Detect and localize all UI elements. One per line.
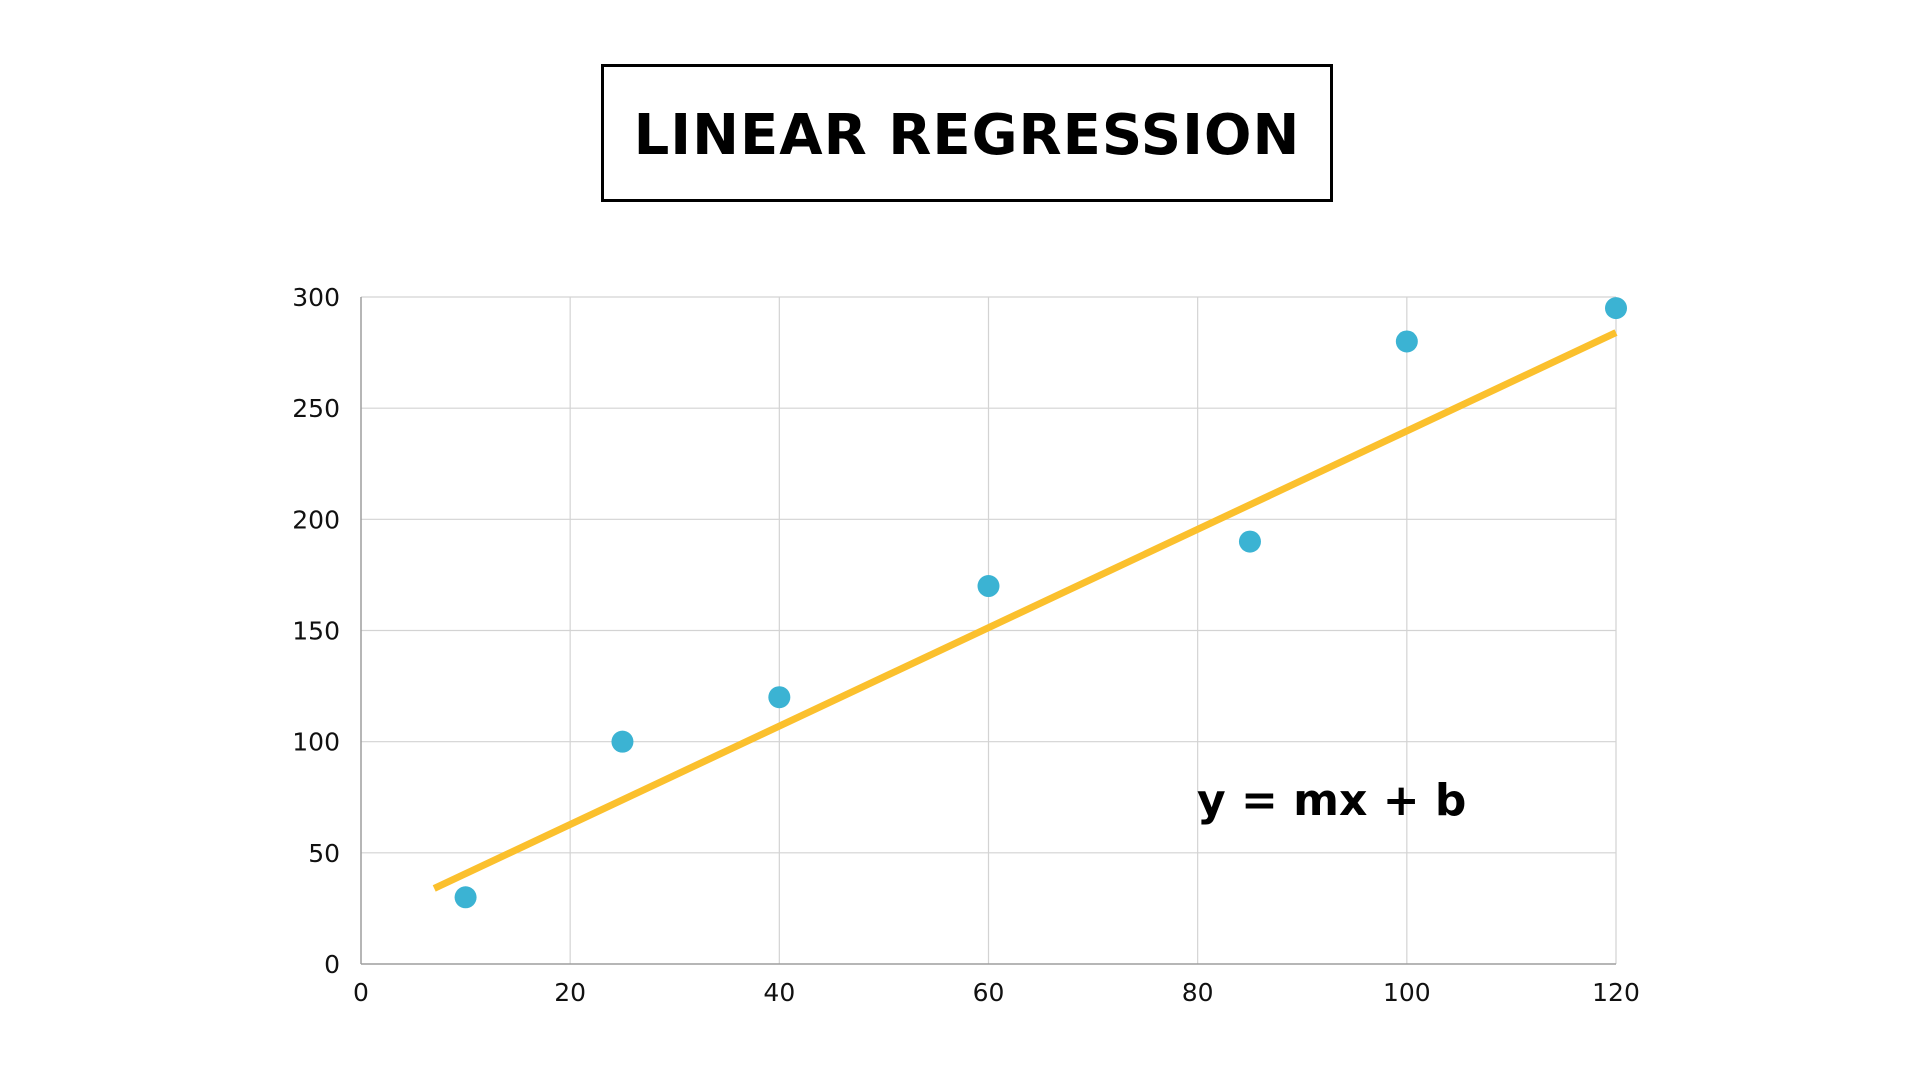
data-point xyxy=(768,686,791,709)
x-tick-label: 100 xyxy=(1383,978,1431,1007)
data-point xyxy=(1395,330,1418,353)
y-tick-label: 150 xyxy=(292,617,340,646)
data-point xyxy=(1605,297,1627,320)
x-tick-labels: 0 20 40 60 80 100 120 xyxy=(353,978,1640,1007)
regression-line-layer xyxy=(432,329,1618,892)
chart-title-box: LINEAR REGRESSION xyxy=(601,64,1333,202)
data-point xyxy=(454,886,477,909)
axes xyxy=(360,297,1616,965)
regression-line xyxy=(432,329,1618,892)
x-tick-label: 40 xyxy=(763,978,795,1007)
x-tick-label: 60 xyxy=(973,978,1005,1007)
y-tick-label: 200 xyxy=(292,505,340,534)
data-point xyxy=(611,730,634,753)
x-tick-label: 0 xyxy=(353,978,369,1007)
y-tick-label: 250 xyxy=(292,394,340,423)
y-tick-label: 0 xyxy=(324,950,340,979)
x-tick-label: 120 xyxy=(1592,978,1640,1007)
y-tick-label: 100 xyxy=(292,728,340,757)
data-point xyxy=(1238,530,1261,553)
data-point xyxy=(977,575,1000,598)
y-tick-labels: 0 50 100 150 200 250 300 xyxy=(292,283,340,979)
x-tick-label: 20 xyxy=(554,978,586,1007)
x-tick-label: 80 xyxy=(1182,978,1214,1007)
y-tick-label: 50 xyxy=(308,839,340,868)
chart-title: LINEAR REGRESSION xyxy=(633,102,1301,168)
y-tick-label: 300 xyxy=(292,283,340,312)
data-points xyxy=(454,297,1627,909)
equation-annotation: y = mx + b xyxy=(1197,775,1466,826)
